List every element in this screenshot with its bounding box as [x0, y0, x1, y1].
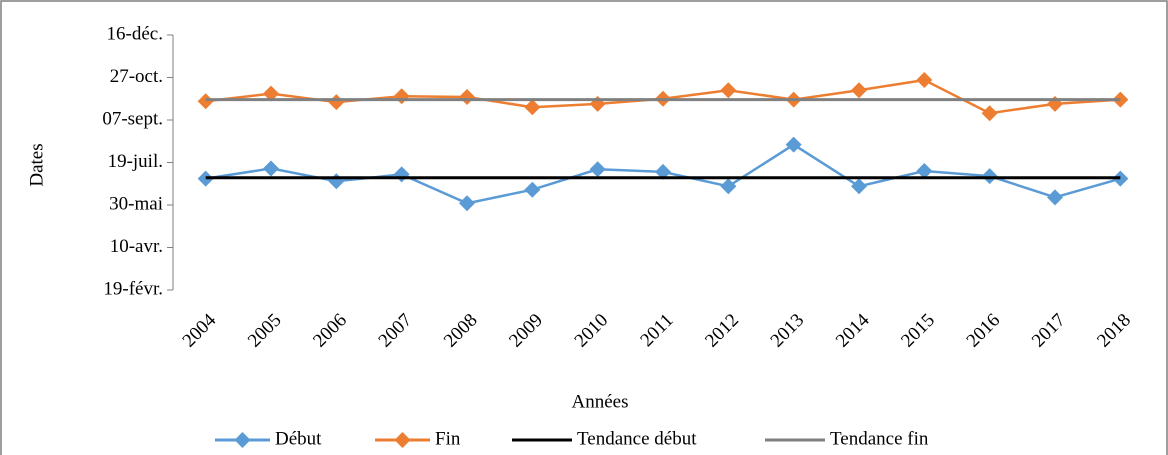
- data-point: [589, 161, 606, 178]
- data-point: [197, 93, 214, 110]
- data-point: [981, 168, 998, 185]
- data-point: [655, 163, 671, 180]
- y-tick-label: 27-oct.: [110, 66, 163, 87]
- data-point: [263, 85, 279, 102]
- data-point: [720, 82, 737, 99]
- legend-label: Tendance début: [577, 428, 697, 449]
- y-tick-label: 19-juil.: [108, 151, 163, 172]
- y-tick-label: 16-déc.: [107, 23, 163, 44]
- data-point: [1047, 189, 1063, 206]
- legend-label: Début: [275, 428, 322, 449]
- data-point: [981, 105, 998, 122]
- data-point: [524, 99, 541, 116]
- data-point: [524, 181, 541, 198]
- y-tick-label: 10-avr.: [110, 236, 163, 257]
- legend-label: Fin: [435, 428, 461, 449]
- data-point: [916, 72, 933, 89]
- y-tick-label: 19-févr.: [103, 278, 163, 299]
- y-tick-label: 07-sept.: [102, 108, 163, 129]
- x-axis-label: Années: [572, 391, 629, 412]
- data-point: [851, 82, 867, 99]
- legend-label: Tendance fin: [830, 428, 929, 449]
- data-point: [720, 178, 737, 195]
- data-point: [916, 163, 933, 179]
- legend-marker: [394, 432, 411, 448]
- legend-marker: [234, 432, 251, 448]
- data-point: [785, 136, 802, 153]
- data-point: [851, 178, 867, 195]
- y-axis-label: Dates: [26, 143, 47, 186]
- data-point: [459, 195, 475, 212]
- y-tick-label: 30-mai: [109, 193, 163, 214]
- data-point: [263, 160, 279, 177]
